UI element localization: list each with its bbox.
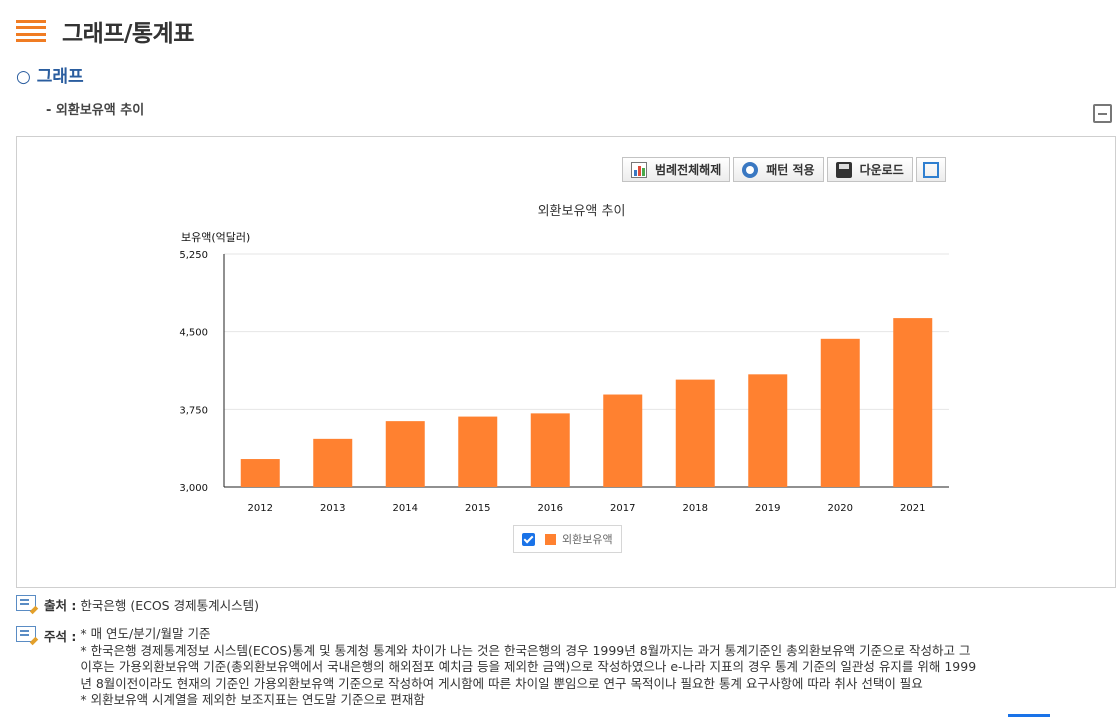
x-tick-label: 2019 [755,503,780,514]
y-axis-label: 보유액(억달러) [181,231,250,244]
bar [313,438,353,487]
x-tick-label: 2015 [465,503,490,514]
remark-label: 주석 : [44,629,77,644]
legend-toggle-label: 범례전체해제 [655,163,722,177]
chart-toolbar: 범례전체해제 패턴 적용 다운로드 [622,157,946,182]
save-icon [835,161,852,178]
scroll-indicator [1008,714,1050,717]
bar [893,318,933,487]
chart-legend: 외환보유액 [513,525,622,553]
pattern-apply-label: 패턴 적용 [766,163,815,177]
x-tick-label: 2016 [538,503,563,514]
refresh-icon [742,161,759,178]
x-tick-label: 2013 [320,503,345,514]
bar [603,394,643,487]
y-tick-label: 4,500 [179,328,208,339]
remark-note: 주석 : * 매 연도/분기/월말 기준 * 한국은행 경제통계정보 시스템(E… [16,626,976,709]
legend-toggle-button[interactable]: 범례전체해제 [622,157,731,182]
remark-line: * 외환보유액 시계열을 제외한 보조지표는 연도말 기준으로 편재함 [80,692,425,707]
fullscreen-button[interactable] [915,157,946,182]
bar [820,338,860,487]
legend-swatch [545,533,556,545]
x-tick-label: 2020 [828,503,853,514]
source-label: 출처 : [44,598,77,613]
x-tick-label: 2012 [248,503,273,514]
remark-body: * 매 연도/분기/월말 기준 * 한국은행 경제통계정보 시스템(ECOS)통… [80,626,976,709]
section-title: ○ 그래프 [16,67,84,87]
bar [240,459,280,487]
legend-series-label: 외환보유액 [562,533,613,546]
pattern-apply-button[interactable]: 패턴 적용 [733,157,824,182]
remark-line: 년 8월이전이라도 현재의 기준인 가용외환보유액 기준으로 작성하여 게시함에… [80,675,923,691]
note-icon [16,626,36,642]
bar [458,416,498,487]
remark-line: 이후는 가용외환보유액 기준(총외환보유액에서 국내은행의 해외점포 예치금 등… [80,659,977,674]
page-header: 그래프/통계표 [16,14,194,48]
collapse-icon[interactable] [1093,104,1112,123]
source-text: 한국은행 (ECOS 경제통계시스템) [80,598,259,613]
x-tick-label: 2017 [610,503,635,514]
remark-line: * 매 연도/분기/월말 기준 [80,626,211,641]
legend-checkbox[interactable] [522,532,535,546]
bar [385,421,425,487]
bar [530,413,570,487]
x-tick-label: 2021 [900,503,925,514]
x-tick-label: 2018 [683,503,708,514]
bar [675,379,715,487]
y-tick-label: 5,250 [179,250,208,261]
fullscreen-icon [922,161,939,178]
page-title: 그래프/통계표 [62,21,194,47]
legend-chart-icon [631,161,647,178]
note-icon [16,595,36,611]
hamburger-menu-icon[interactable] [16,20,46,42]
remark-line: * 한국은행 경제통계정보 시스템(ECOS)통계 및 통계청 통계와 차이가 … [80,642,971,658]
y-tick-label: 3,750 [179,405,208,416]
chart-title: 외환보유액 추이 [538,204,626,219]
download-button[interactable]: 다운로드 [826,157,913,182]
bar [748,374,788,487]
source-note: 출처 : 한국은행 (ECOS 경제통계시스템) [16,595,259,614]
y-tick-label: 3,000 [179,483,208,494]
x-tick-label: 2014 [393,503,418,514]
download-label: 다운로드 [859,163,904,177]
chart-subtitle: - 외환보유액 추이 [46,103,145,118]
